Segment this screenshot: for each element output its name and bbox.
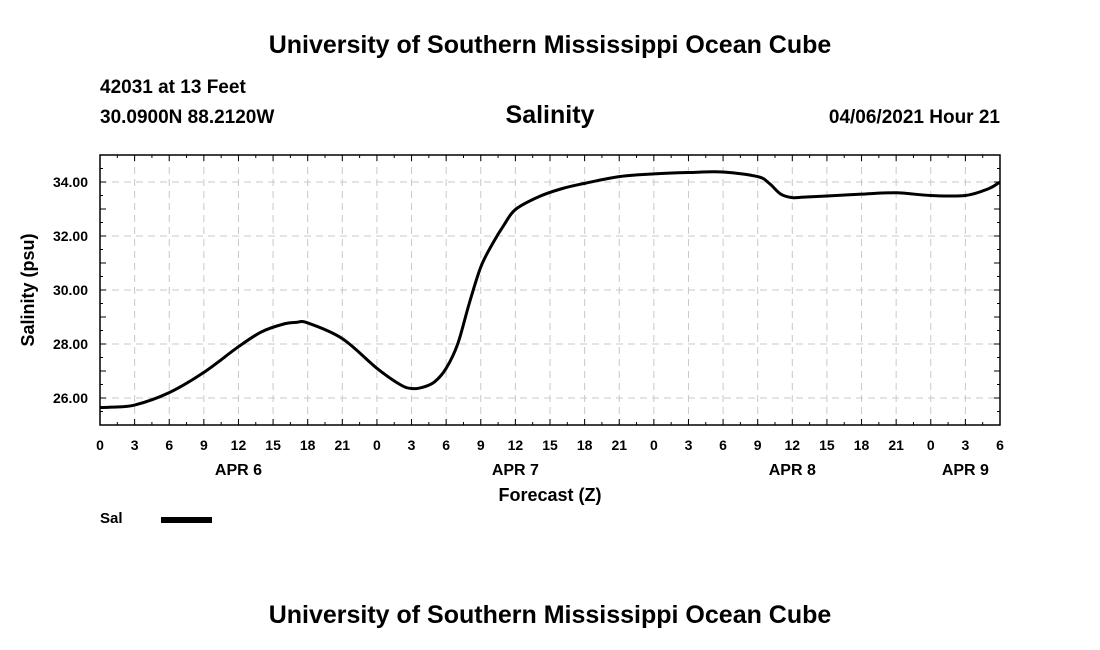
x-tick-label: 21 xyxy=(335,437,351,453)
x-tick-label: 0 xyxy=(650,437,658,453)
x-tick-label: 0 xyxy=(96,437,104,453)
x-tick-label: 6 xyxy=(442,437,450,453)
x-tick-label: 15 xyxy=(542,437,558,453)
legend-swatch xyxy=(161,517,212,523)
x-tick-label: 6 xyxy=(996,437,1004,453)
day-label: APR 9 xyxy=(942,462,989,479)
series-line-sal xyxy=(99,170,1001,409)
x-tick-label: 9 xyxy=(477,437,485,453)
x-tick-label: 15 xyxy=(265,437,281,453)
y-tick-label: 34.00 xyxy=(53,174,88,190)
x-tick-label: 12 xyxy=(508,437,524,453)
top-title: University of Southern Mississippi Ocean… xyxy=(268,31,832,59)
x-tick-label: 0 xyxy=(373,437,381,453)
x-tick-label: 3 xyxy=(131,437,139,453)
x-tick-label: 9 xyxy=(754,437,762,453)
x-tick-label: 18 xyxy=(854,437,870,453)
x-axis-label: Forecast (Z) xyxy=(498,485,601,505)
x-tick-label: 18 xyxy=(577,437,593,453)
chart-title: Salinity xyxy=(505,101,595,129)
day-label: APR 6 xyxy=(215,462,262,479)
x-tick-label: 12 xyxy=(785,437,801,453)
y-tick-label: 30.00 xyxy=(53,282,88,298)
x-tick-label: 15 xyxy=(819,437,835,453)
x-tick-label: 12 xyxy=(231,437,247,453)
station-label: 42031 at 13 Feet xyxy=(100,77,246,98)
y-tick-label: 32.00 xyxy=(53,228,88,244)
coordinates-label: 30.0900N 88.2120W xyxy=(100,107,275,128)
x-tick-label: 3 xyxy=(408,437,416,453)
y-axis-label: Salinity (psu) xyxy=(18,233,38,346)
day-label: APR 7 xyxy=(492,462,539,479)
y-tick-label: 28.00 xyxy=(53,336,88,352)
x-tick-label: 3 xyxy=(685,437,693,453)
legend-label: Sal xyxy=(100,510,123,527)
x-tick-label: 6 xyxy=(165,437,173,453)
x-tick-label: 3 xyxy=(961,437,969,453)
x-tick-label: 18 xyxy=(300,437,316,453)
datetime-label: 04/06/2021 Hour 21 xyxy=(828,107,1000,128)
bottom-title: University of Southern Mississippi Ocean… xyxy=(268,601,832,629)
day-label: APR 8 xyxy=(769,462,816,479)
y-tick-label: 26.00 xyxy=(53,390,88,406)
x-tick-label: 6 xyxy=(719,437,727,453)
x-tick-label: 21 xyxy=(888,437,904,453)
x-tick-label: 21 xyxy=(611,437,627,453)
x-tick-label: 0 xyxy=(927,437,935,453)
x-tick-label: 9 xyxy=(200,437,208,453)
